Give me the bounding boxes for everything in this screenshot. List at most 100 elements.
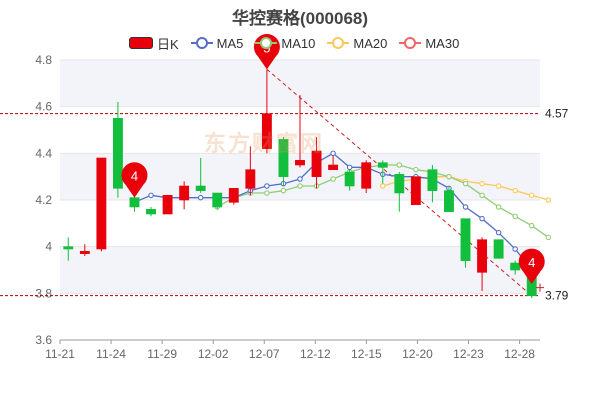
legend-item-ma5[interactable]: MA5: [190, 35, 244, 51]
ma10-point: [446, 173, 452, 180]
candle-body: [410, 176, 421, 205]
marker-label: 4: [528, 255, 535, 270]
legend-kline-swatch: [129, 37, 153, 49]
candle-body: [510, 262, 521, 271]
candle-body: [278, 139, 289, 177]
candle-body: [63, 246, 74, 250]
candle-body: [444, 190, 454, 212]
chart-title: 华控赛格(000068): [231, 9, 369, 28]
y-tick-label: 4.6: [35, 100, 52, 114]
candle-body: [427, 169, 438, 191]
candle-body: [394, 174, 405, 194]
candle-body: [112, 118, 123, 189]
ma10-point: [297, 183, 303, 189]
y-tick-label: 4.4: [35, 146, 52, 160]
ma10-point: [330, 176, 336, 182]
candle-body: [328, 164, 339, 170]
candle-body: [493, 239, 504, 259]
ma10-point: [545, 234, 552, 241]
legend-item-ma30[interactable]: MA30: [399, 36, 459, 51]
trend-line: [266, 68, 533, 297]
x-tick-label: 12-28: [504, 347, 535, 361]
y-tick-label: 3.6: [35, 333, 52, 347]
candle-body: [96, 157, 107, 250]
y-tick-label: 4.8: [35, 53, 52, 67]
candle-body: [361, 162, 372, 189]
ma5-point: [479, 215, 485, 222]
ma10-point: [413, 166, 419, 173]
candle-body: [477, 239, 488, 273]
marker-pin: [518, 248, 545, 284]
ma5-point: [148, 192, 154, 199]
ma10-point: [512, 213, 518, 220]
y-tick-label: 4.2: [35, 193, 52, 207]
reference-line-label: 3.79: [545, 289, 569, 303]
ma10-point: [396, 162, 403, 168]
candle-body: [261, 113, 272, 149]
x-tick-label: 12-02: [198, 347, 229, 361]
end-cross-marker: [536, 283, 544, 292]
candle-body: [295, 160, 305, 166]
x-tick-label: 11-21: [45, 347, 75, 361]
legend-ma5-label: MA5: [216, 35, 244, 51]
candle-body: [146, 209, 156, 215]
watermark-logo: 东方财富网: [204, 131, 325, 156]
x-tick-label: 12-07: [249, 347, 280, 361]
ma10-point: [280, 187, 287, 194]
candle-body: [79, 251, 90, 254]
legend-ma30-label: MA30: [425, 35, 460, 51]
candle-body: [162, 195, 173, 215]
candle-body: [179, 185, 190, 201]
legend-ma30-swatch: [399, 37, 422, 49]
candle-body: [377, 162, 388, 168]
candle-body: [311, 150, 322, 177]
x-tick-label: 12-23: [453, 347, 484, 361]
legend-ma20-swatch: [327, 37, 350, 49]
legend-item-ma10[interactable]: MA10: [255, 36, 315, 51]
legend: 日K MA5 MA10 MA20 MA30: [129, 34, 471, 53]
ma5-point: [197, 194, 204, 201]
marker-pin: [121, 162, 148, 198]
legend-item-kline[interactable]: 日K: [129, 34, 179, 53]
x-tick-label: 12-12: [300, 347, 331, 361]
ma20-point: [479, 180, 485, 187]
ma10-point: [528, 222, 535, 229]
candle-body: [212, 192, 223, 208]
x-tick-label: 12-20: [402, 347, 433, 361]
ma10-point: [495, 204, 502, 210]
legend-ma5-swatch: [190, 37, 213, 49]
candle-body: [195, 185, 206, 191]
ma5-point: [462, 204, 469, 210]
reference-line-label: 4.57: [545, 107, 569, 121]
candle-body: [344, 171, 355, 187]
ma10-point: [479, 192, 485, 199]
ma20-point: [380, 183, 386, 189]
ma10-point: [462, 180, 469, 187]
legend-ma20-label: MA20: [353, 35, 388, 51]
x-tick-label: 12-15: [351, 347, 382, 361]
candle-body: [129, 197, 140, 208]
candle-body: [245, 169, 256, 189]
ma5-point: [264, 183, 270, 189]
ma20-point: [528, 192, 535, 199]
candle-body: [228, 188, 239, 203]
ma5-point: [297, 176, 303, 182]
ma5-point: [330, 150, 336, 157]
ma20-point: [495, 183, 502, 189]
grid-band: [60, 246, 540, 294]
legend-ma10-swatch: [255, 37, 278, 49]
legend-kline-label: 日K: [157, 36, 179, 52]
ma10-point: [264, 190, 270, 196]
x-tick-label: 11-29: [147, 347, 177, 361]
marker-label: 4: [131, 169, 138, 184]
ma5-point: [346, 164, 353, 171]
ma20-point: [545, 197, 552, 203]
legend-item-ma20[interactable]: MA20: [327, 36, 387, 51]
legend-ma10-label: MA10: [281, 35, 316, 51]
y-tick-label: 3.8: [35, 286, 52, 300]
x-tick-label: 11-24: [96, 347, 126, 361]
ma5-point: [495, 229, 502, 236]
candle-body: [460, 218, 471, 261]
